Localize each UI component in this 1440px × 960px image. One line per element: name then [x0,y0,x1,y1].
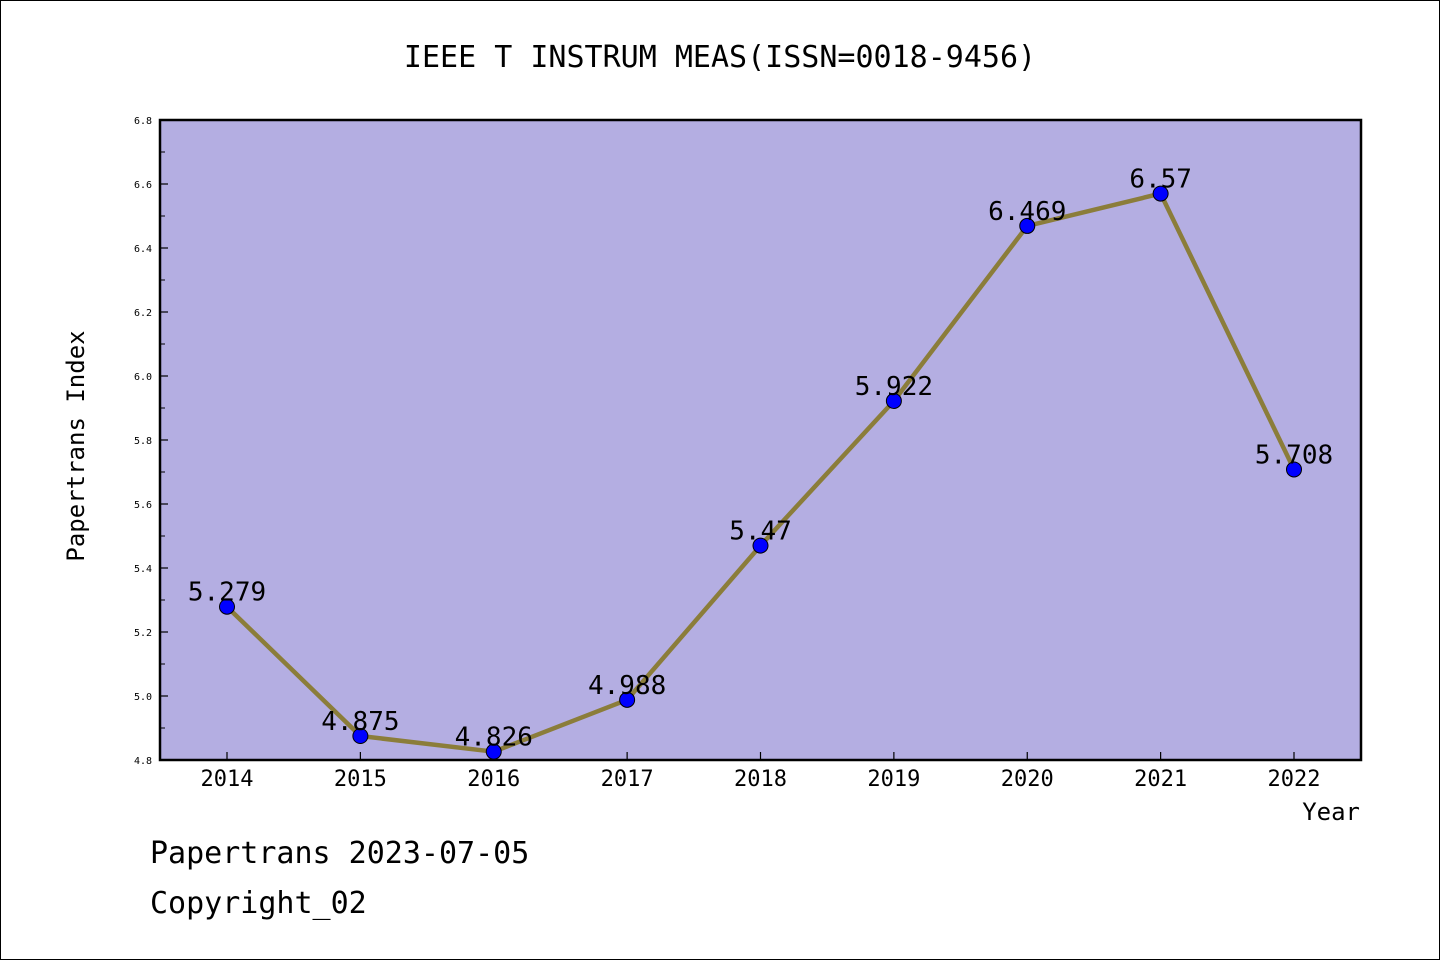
y-tick-label: 5.6 [134,500,152,511]
plot-area [158,118,1363,762]
y-tick-label: 5.8 [134,436,152,447]
data-label: 6.57 [1129,165,1192,195]
data-label: 5.279 [188,578,266,608]
data-point [752,537,769,554]
y-axis: 4.8 5.0 5.2 5.4 5.6 5.8 6.0 6.2 6.4 6.6 6.8 [134,116,168,767]
x-tick-label: 2016 [467,767,520,792]
y-tick-label: 5.2 [134,628,152,639]
data-point [352,728,369,744]
footer-copyright: Copyright_02 [150,886,367,921]
y-tick-label: 6.4 [134,244,152,255]
data-labels: 5.279 4.875 4.826 4.988 5.47 5.922 6.469 6.57 5.… [188,165,1333,753]
y-tick-label: 6.8 [134,116,152,127]
x-tick-label: 2020 [1001,767,1054,792]
data-point [1152,185,1169,202]
data-label: 4.875 [321,707,399,737]
series-line [219,185,1302,760]
data-point [885,392,902,409]
footer-date: Papertrans 2023-07-05 [150,836,530,871]
x-tick-label: 2022 [1268,767,1321,792]
data-point [1019,217,1036,234]
x-axis-label: Year [1302,798,1360,826]
x-tick-label: 2019 [867,767,920,792]
data-label: 6.469 [988,197,1066,227]
data-point [219,598,235,615]
y-tick-label: 6.2 [134,308,152,319]
x-axis: 2014 2015 2016 2017 2018 2019 2020 2021 2022 [201,752,1321,792]
y-tick-label: 4.8 [134,756,152,767]
x-tick-label: 2015 [334,767,387,792]
y-tick-label: 5.0 [134,692,152,703]
x-tick-label: 2018 [734,767,787,792]
data-point [1286,461,1302,478]
y-tick-label: 6.6 [134,180,152,191]
data-label: 5.708 [1255,440,1333,470]
x-tick-label: 2014 [201,767,254,792]
y-axis-label: Papertrans Index [62,330,90,561]
data-label: 5.922 [855,372,933,402]
data-label: 4.826 [455,723,533,753]
data-label: 4.988 [588,671,666,701]
data-label: 5.47 [729,517,792,547]
x-tick-label: 2021 [1134,767,1187,792]
y-tick-label: 6.0 [134,372,152,383]
data-point [485,743,502,760]
chart-title: IEEE T INSTRUM MEAS(ISSN=0018-9456) [404,40,1036,75]
x-tick-label: 2017 [601,767,654,792]
data-point [619,691,636,708]
y-tick-label: 5.4 [134,564,152,575]
